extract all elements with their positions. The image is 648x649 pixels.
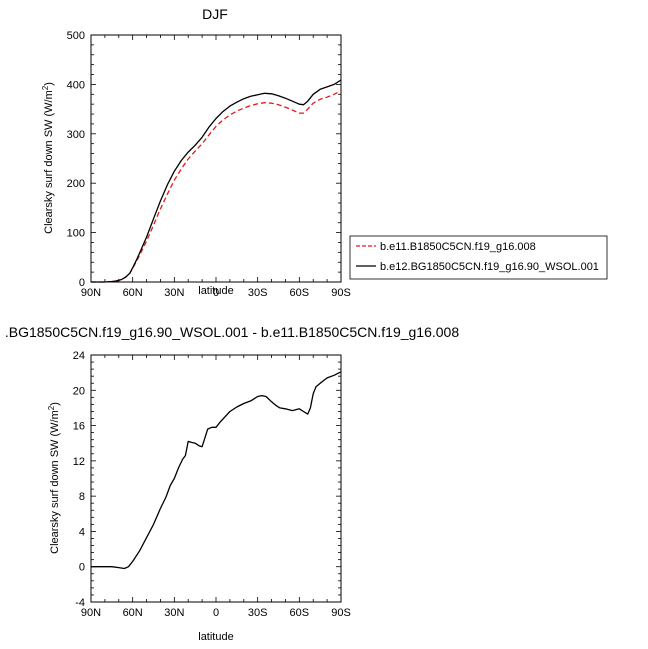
bottom-y-tick-label: 8 [79, 491, 85, 503]
legend: b.e11.B1850C5CN.f19_g16.008 b.e12.BG1850… [349, 235, 608, 280]
top-y-tick-label: 200 [67, 178, 85, 190]
top-x-tick-label: 60S [290, 287, 310, 299]
bottom-y-tick-label: 4 [79, 526, 85, 538]
bottom-x-tick-label: 0 [213, 607, 219, 619]
top-plot-frame [90, 34, 342, 283]
top-y-axis-title-end: ) [43, 82, 55, 86]
bottom-x-tick-label: 30N [164, 607, 184, 619]
bottom-x-tick-label: 60S [290, 607, 310, 619]
bottom-x-axis-title: latitude [198, 631, 233, 643]
bottom-plot-frame [90, 354, 342, 603]
top-x-axis-title: latitude [198, 285, 233, 297]
bottom-y-axis-title-main: Clearsky surf down SW (W/m [49, 410, 61, 554]
legend-label-experiment: b.e12.BG1850C5CN.f19_g16.90_WSOL.001 [380, 261, 599, 273]
top-x-tick-label: 90S [331, 287, 351, 299]
bottom-chart-title: .BG1850C5CN.f19_g16.90_WSOL.001 - b.e11.… [5, 324, 459, 340]
bottom-y-tick-label: 12 [73, 456, 85, 468]
legend-frame [349, 235, 608, 280]
bottom-panel: .BG1850C5CN.f19_g16.90_WSOL.001 - b.e11.… [5, 324, 459, 643]
top-y-tick-label: 300 [67, 129, 85, 141]
top-x-tick-label: 90N [81, 287, 101, 299]
top-y-axis-title-main: Clearsky surf down SW (W/m [43, 90, 55, 234]
top-chart-title: DJF [202, 6, 228, 22]
top-y-tick-label: 0 [79, 277, 85, 289]
bottom-y-tick-label: 0 [79, 562, 85, 574]
top-series-line-1 [91, 79, 342, 283]
bottom-y-axis-title: Clearsky surf down SW (W/m2) [47, 402, 61, 554]
top-y-tick-label: 100 [67, 228, 85, 240]
top-panel: DJF 90N 60N 30N 0 30S 60S 90S 0 100 200 300 400 500… [41, 6, 351, 299]
top-y-axis-title: Clearsky surf down SW (W/m2) [41, 82, 55, 234]
bottom-x-tick-label: 60N [123, 607, 143, 619]
bottom-x-tick-label: 30S [248, 607, 268, 619]
bottom-y-tick-label: 24 [73, 350, 85, 362]
bottom-y-axis-title-end: ) [49, 402, 61, 406]
top-y-tick-label: 500 [67, 30, 85, 42]
top-x-tick-label: 60N [123, 287, 143, 299]
bottom-x-tick-label: 90N [81, 607, 101, 619]
top-y-tick-label: 400 [67, 79, 85, 91]
legend-label-control: b.e11.B1850C5CN.f19_g16.008 [380, 241, 536, 253]
top-x-tick-label: 0 [213, 287, 219, 299]
top-x-tick-label: 30N [164, 287, 184, 299]
bottom-x-tick-label: 90S [331, 607, 351, 619]
top-y-axis-title-sup: 2 [41, 85, 50, 90]
bottom-y-axis-title-sup: 2 [47, 405, 56, 410]
bottom-series-line-0 [91, 371, 342, 570]
bottom-y-tick-label: 20 [73, 385, 85, 397]
bottom-y-tick-label: -4 [75, 597, 85, 609]
top-x-tick-label: 30S [248, 287, 268, 299]
bottom-y-tick-label: 16 [73, 421, 85, 433]
